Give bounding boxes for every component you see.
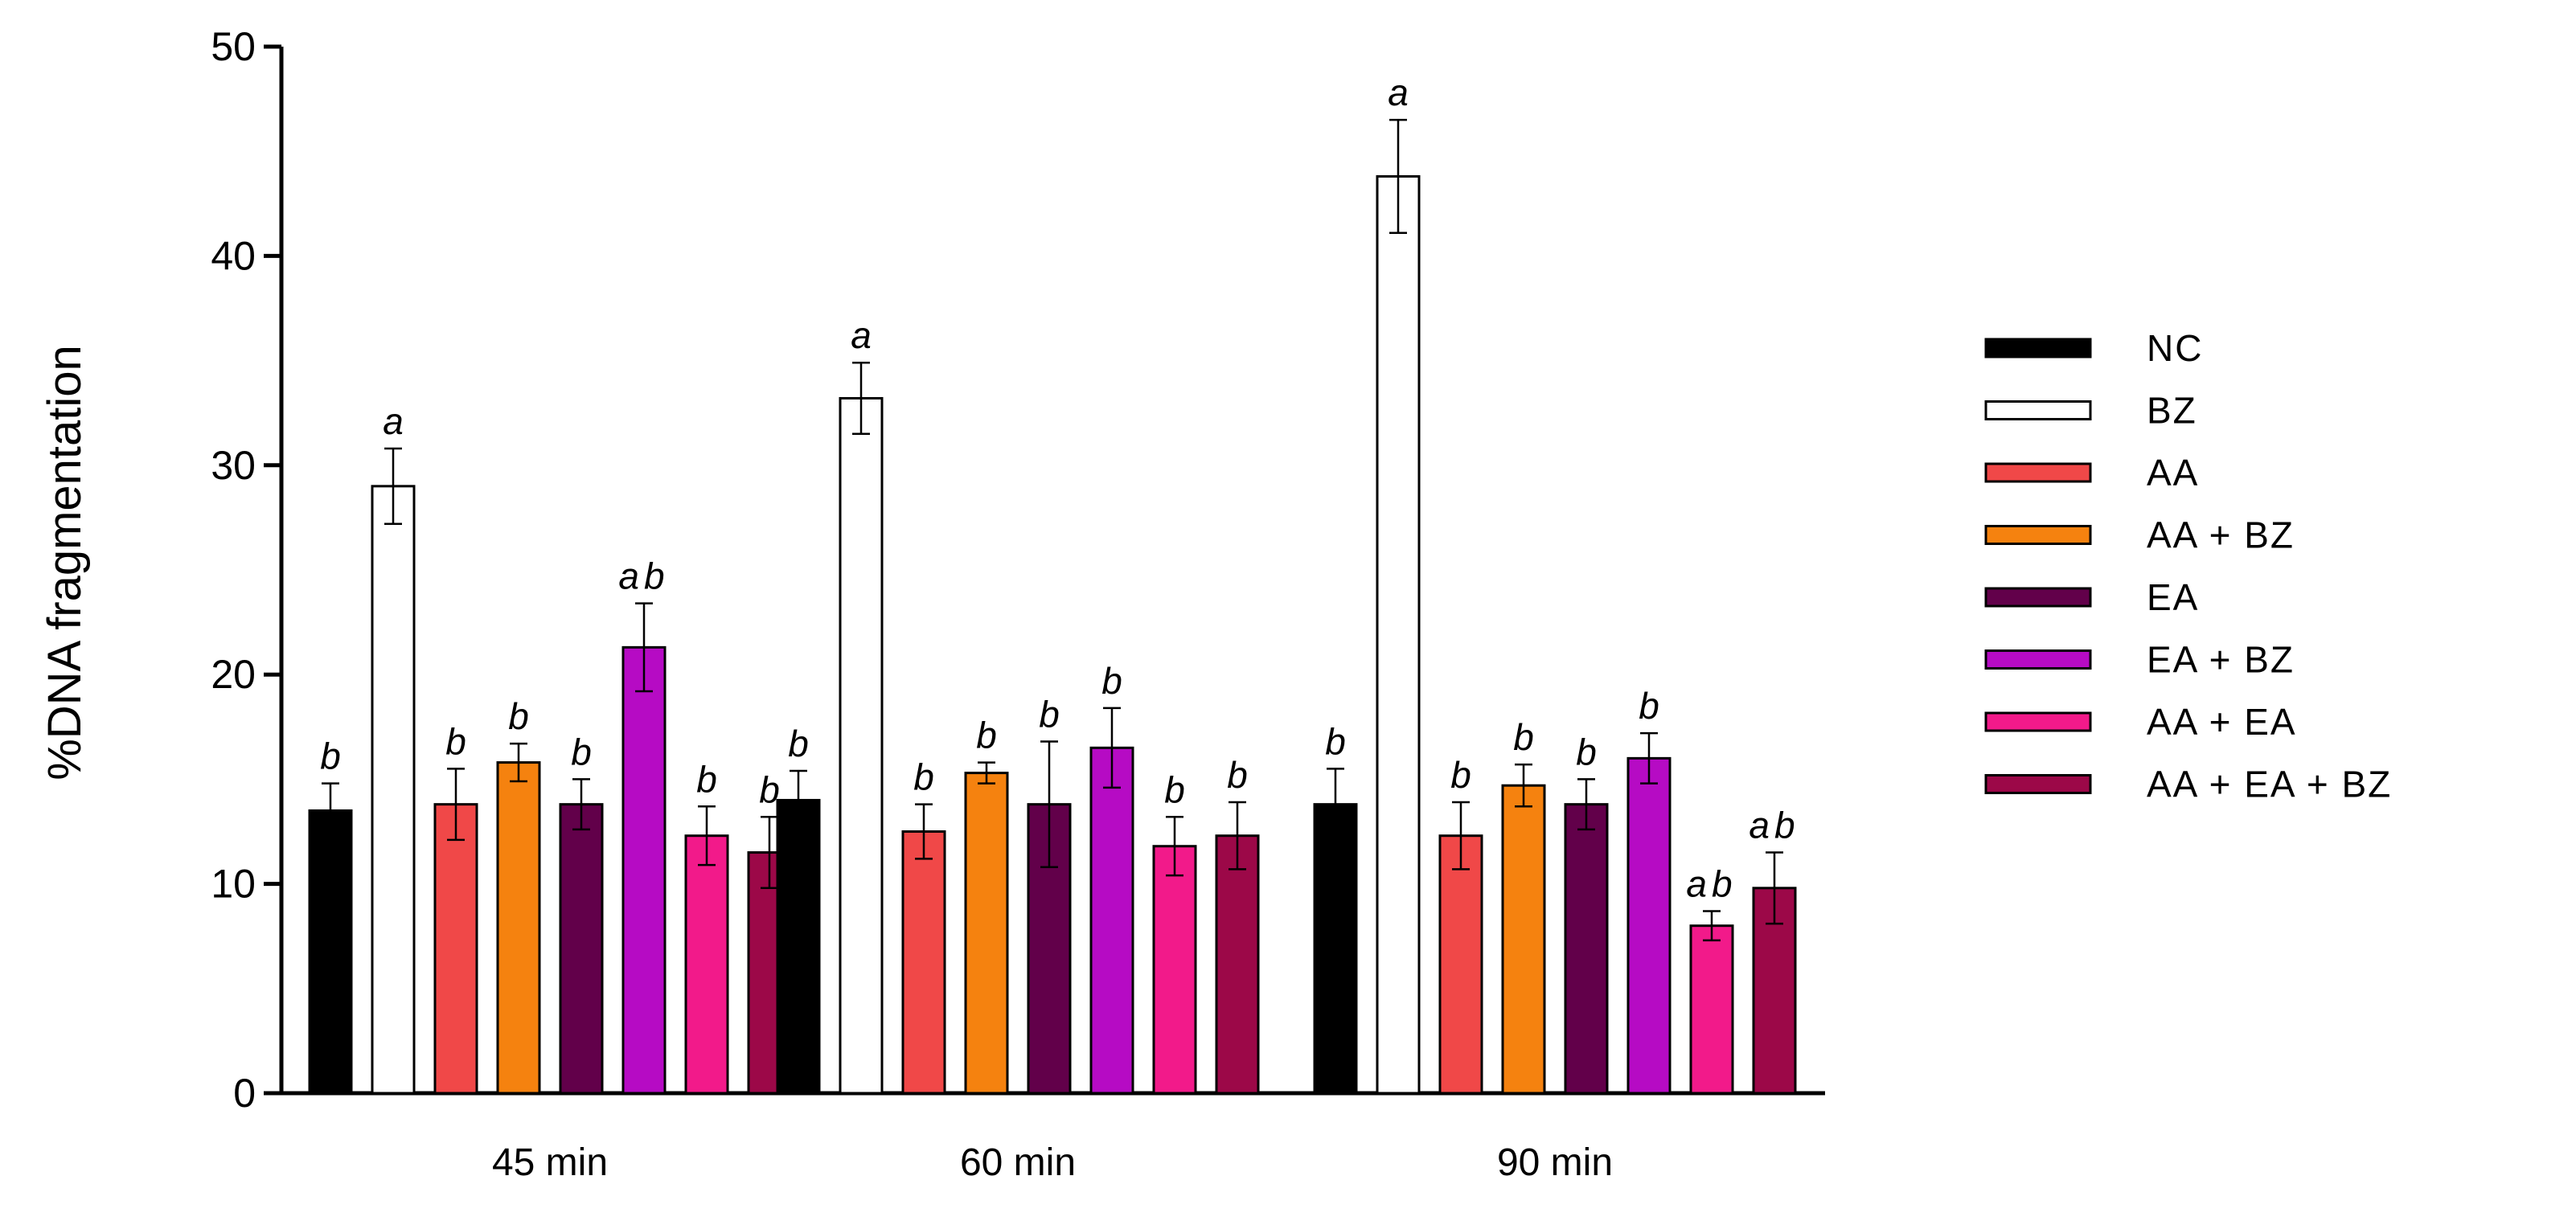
y-tick-label: 50 — [211, 24, 256, 69]
bar — [1376, 174, 1421, 1095]
significance-label: b — [1039, 694, 1060, 735]
bar — [776, 798, 821, 1095]
significance-label: b — [1325, 720, 1346, 762]
significance-label: a — [1388, 72, 1409, 113]
bar — [1438, 834, 1483, 1095]
legend-label: AA + EA — [2147, 701, 2297, 743]
bar — [559, 803, 604, 1095]
y-axis-title: %DNA fragmentation — [39, 345, 91, 780]
significance-label: b — [1576, 731, 1597, 772]
significance-label: a — [851, 314, 872, 356]
bar — [371, 485, 416, 1095]
bar — [1501, 784, 1546, 1095]
legend-label: EA — [2147, 576, 2199, 618]
bar — [684, 834, 729, 1095]
x-tick-label: 45 min — [492, 1141, 608, 1184]
legend-swatch — [1984, 525, 2092, 545]
bar — [1626, 756, 1672, 1095]
significance-label: b — [913, 756, 934, 798]
significance-label: ab — [1686, 862, 1737, 904]
bar — [1089, 746, 1134, 1095]
bar — [308, 809, 353, 1095]
bar — [839, 396, 884, 1095]
bar — [964, 772, 1009, 1095]
significance-label: b — [1513, 716, 1534, 758]
legend-swatch — [1984, 462, 2092, 483]
significance-label: b — [1450, 754, 1471, 796]
significance-label: b — [508, 695, 529, 737]
legend-swatch — [1984, 774, 2092, 794]
legend-swatch — [1984, 649, 2092, 670]
significance-label: b — [1639, 685, 1659, 727]
legend: NC BZ AA AA + BZ EA EA + BZ AA + EA AA + EA + B… — [1984, 327, 2392, 805]
y-tick-label: 40 — [211, 233, 256, 278]
bars — [308, 118, 1797, 1095]
legend-label: EA + BZ — [2147, 639, 2295, 681]
significance-label: ab — [1749, 805, 1799, 846]
legend-label: AA + BZ — [2147, 514, 2295, 556]
legend-label: BZ — [2147, 390, 2197, 432]
bar — [1689, 924, 1734, 1095]
legend-label: NC — [2147, 327, 2203, 369]
significance-label: b — [445, 720, 466, 762]
y-tick-label: 30 — [211, 443, 256, 488]
bar — [1152, 845, 1197, 1095]
legend-label: AA — [2147, 452, 2199, 494]
significance-label: b — [571, 731, 592, 772]
bar — [1215, 834, 1260, 1095]
legend-swatch — [1984, 711, 2092, 732]
significance-label: a — [383, 400, 404, 442]
bar — [433, 803, 478, 1095]
bar — [621, 645, 667, 1095]
significance-label: b — [696, 758, 717, 800]
x-tick-label: 90 min — [1497, 1141, 1613, 1184]
significance-label: b — [1227, 754, 1248, 796]
significance-label: b — [788, 723, 809, 764]
legend-swatch — [1984, 400, 2092, 420]
significance-label: b — [976, 715, 997, 756]
significance-label: ab — [618, 555, 669, 597]
significance-label: b — [320, 735, 341, 777]
x-tick-label: 60 min — [960, 1141, 1076, 1184]
significance-label: b — [759, 768, 780, 810]
y-tick-label: 20 — [211, 652, 256, 697]
significance-label: b — [1164, 768, 1185, 810]
y-tick-label: 10 — [211, 862, 256, 907]
y-tick-label: 0 — [233, 1071, 256, 1116]
bar — [496, 761, 541, 1095]
legend-swatch — [1984, 587, 2092, 608]
legend-swatch — [1984, 338, 2092, 358]
legend-label: AA + EA + BZ — [2147, 764, 2392, 805]
bar — [1564, 803, 1609, 1095]
significance-label: b — [1101, 660, 1122, 702]
bar — [901, 830, 946, 1095]
bar — [1313, 803, 1358, 1095]
